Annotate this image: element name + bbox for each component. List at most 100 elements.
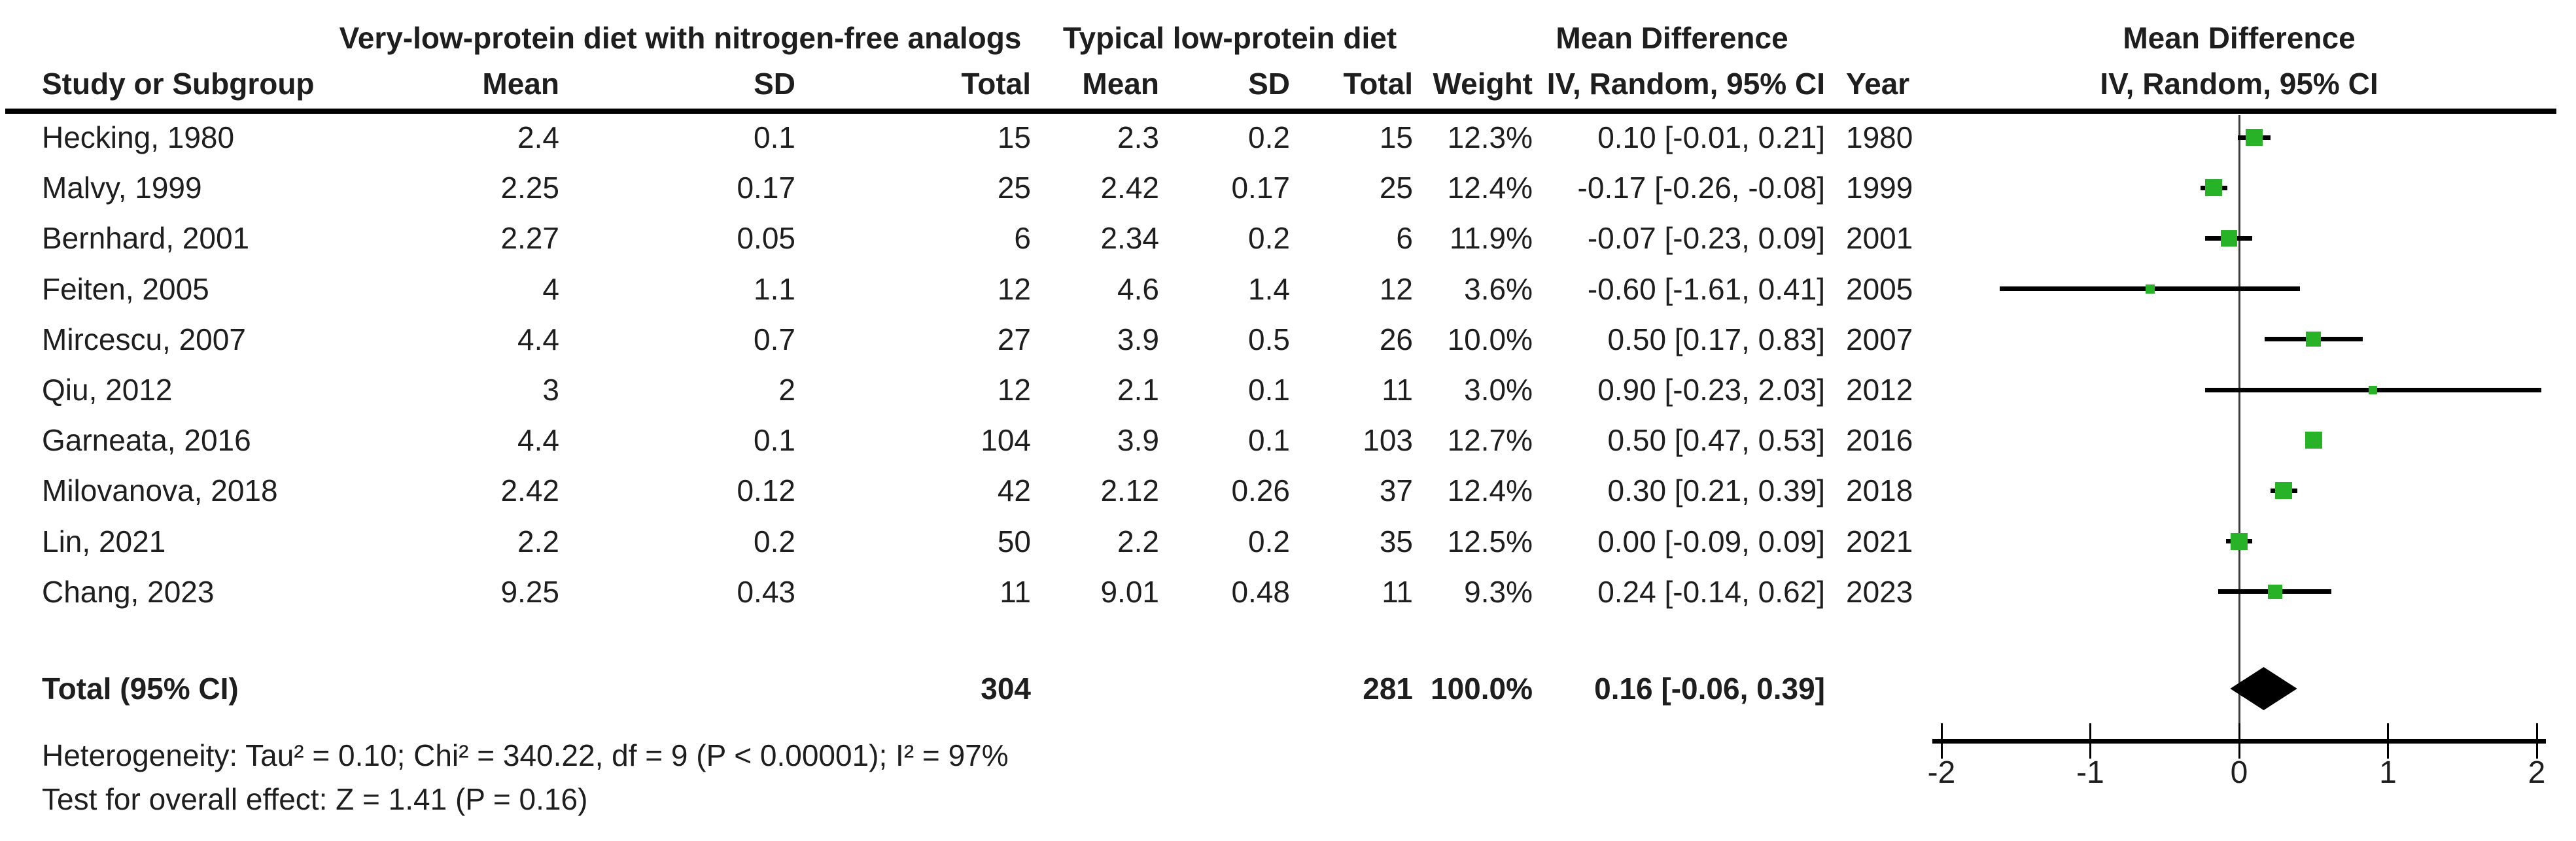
effect-square (2275, 482, 2293, 500)
cell-sd2: 0.2 (1248, 524, 1290, 558)
cell-mean1: 3 (542, 373, 559, 407)
cell-study: Qiu, 2012 (42, 373, 173, 407)
effect-square (2245, 129, 2263, 146)
cell-study: Chang, 2023 (42, 574, 215, 609)
cell-sd1: 0.17 (737, 171, 795, 205)
cell-weight: 12.5% (1447, 524, 1533, 558)
group1-title: Very-low-protein diet with nitrogen-free… (339, 21, 1022, 55)
cell-sd1: 2 (778, 373, 795, 407)
zero-effect-line (2238, 115, 2240, 741)
x-axis-tick-label: -2 (1927, 755, 1956, 790)
cell-year: 2012 (1846, 373, 1913, 407)
cell-total2: 12 (1379, 271, 1413, 306)
cell-mean2: 9.01 (1100, 574, 1159, 609)
header-rule (5, 109, 2556, 114)
cell-year: 2016 (1846, 423, 1913, 458)
cell-mean2: 2.2 (1117, 524, 1159, 558)
overall-effect-text: Test for overall effect: Z = 1.41 (P = 0… (42, 782, 588, 816)
cell-weight: 11.9% (1449, 221, 1533, 256)
cell-total2: 11 (1382, 574, 1413, 609)
total-n-group1: 304 (981, 672, 1031, 706)
table-row: Bernhard, 2001 2.27 0.05 6 2.34 0.2 6 11.9% -0.0… (0, 213, 2576, 263)
cell-mean1: 4.4 (517, 423, 559, 458)
cell-mean1: 2.2 (517, 524, 559, 558)
total-md-ci: 0.16 [-0.06, 0.39] (1594, 672, 1825, 706)
plot-effect-label: IV, Random, 95% CI (2100, 67, 2378, 101)
cell-mean2: 2.3 (1117, 120, 1159, 154)
cell-year: 2021 (1846, 524, 1913, 558)
col-header-total-group2: Total (1343, 67, 1413, 101)
col-header-sd-group2: SD (1248, 67, 1290, 101)
cell-total2: 37 (1379, 473, 1413, 508)
cell-year: 2007 (1846, 322, 1913, 356)
cell-sd1: 0.7 (754, 322, 795, 356)
cell-total1: 6 (1014, 221, 1031, 256)
x-axis-tick (2535, 723, 2538, 759)
table-row: Mircescu, 2007 4.4 0.7 27 3.9 0.5 26 10.0% 0.50 … (0, 315, 2576, 364)
x-axis-tick (1940, 723, 1943, 759)
col-header-mean-group2: Mean (1082, 67, 1159, 101)
effect-square (2369, 385, 2378, 394)
cell-total2: 103 (1363, 423, 1413, 458)
cell-md: 0.50 [0.47, 0.53] (1607, 423, 1826, 458)
cell-weight: 12.3% (1447, 120, 1533, 154)
total-label: Total (95% CI) (42, 672, 239, 706)
cell-sd1: 0.1 (754, 120, 795, 154)
cell-sd1: 0.1 (754, 423, 795, 458)
cell-weight: 12.4% (1447, 473, 1533, 508)
cell-mean1: 2.25 (500, 171, 559, 205)
cell-weight: 12.7% (1447, 423, 1533, 458)
cell-mean1: 2.27 (500, 221, 559, 256)
effect-square (2306, 332, 2322, 347)
col-header-sd-group1: SD (754, 67, 795, 101)
cell-md: 0.90 [-0.23, 2.03] (1597, 373, 1825, 407)
cell-total1: 50 (997, 524, 1031, 558)
cell-mean1: 4 (542, 271, 559, 306)
effect-square (2145, 284, 2155, 294)
x-axis-tick (2089, 723, 2091, 759)
col-header-iv-random-ci: IV, Random, 95% CI (1546, 67, 1825, 101)
cell-year: 2018 (1846, 473, 1913, 508)
cell-md: -0.60 [-1.61, 0.41] (1587, 271, 1825, 306)
cell-total2: 6 (1396, 221, 1413, 256)
cell-mean1: 2.42 (500, 473, 559, 508)
cell-mean2: 4.6 (1117, 271, 1159, 306)
cell-study: Mircescu, 2007 (42, 322, 246, 356)
cell-total2: 25 (1379, 171, 1413, 205)
cell-mean1: 4.4 (517, 322, 559, 356)
cell-sd1: 0.43 (737, 574, 795, 609)
cell-mean2: 2.42 (1100, 171, 1159, 205)
col-header-weight: Weight (1433, 67, 1533, 101)
cell-sd2: 0.5 (1248, 322, 1290, 356)
column-header-row: Study or Subgroup Mean SD Total Mean SD … (0, 59, 2576, 109)
cell-sd1: 0.05 (737, 221, 795, 256)
x-axis-tick-label: 0 (2230, 755, 2248, 790)
cell-total1: 11 (1000, 574, 1031, 609)
x-axis-tick (2387, 723, 2389, 759)
cell-mean1: 9.25 (500, 574, 559, 609)
total-weight: 100.0% (1430, 672, 1533, 706)
effect-square (2305, 432, 2322, 449)
cell-total1: 12 (997, 373, 1031, 407)
cell-year: 2023 (1846, 574, 1913, 609)
x-axis-tick-label: -1 (2076, 755, 2104, 790)
cell-sd2: 0.2 (1248, 120, 1290, 154)
cell-year: 1980 (1846, 120, 1913, 154)
table-row: Chang, 2023 9.25 0.43 11 9.01 0.48 11 9.3% 0.24 … (0, 567, 2576, 617)
cell-year: 2001 (1846, 221, 1913, 256)
group2-title: Typical low-protein diet (1062, 21, 1397, 55)
cell-sd1: 0.2 (754, 524, 795, 558)
table-row: Garneata, 2016 4.4 0.1 104 3.9 0.1 103 12.7% 0.5… (0, 415, 2576, 465)
cell-mean1: 2.4 (517, 120, 559, 154)
x-axis-tick-label: 2 (2528, 755, 2546, 790)
cell-study: Garneata, 2016 (42, 423, 251, 458)
cell-sd2: 0.1 (1248, 423, 1290, 458)
cell-md: 0.00 [-0.09, 0.09] (1597, 524, 1825, 558)
cell-sd2: 0.1 (1248, 373, 1290, 407)
effect-square (2205, 179, 2223, 197)
cell-md: 0.24 [-0.14, 0.62] (1597, 574, 1825, 609)
mean-difference-column-title: Mean Difference (1556, 21, 1788, 55)
cell-weight: 12.4% (1447, 171, 1533, 205)
cell-mean2: 2.1 (1117, 373, 1159, 407)
cell-study: Malvy, 1999 (42, 171, 202, 205)
